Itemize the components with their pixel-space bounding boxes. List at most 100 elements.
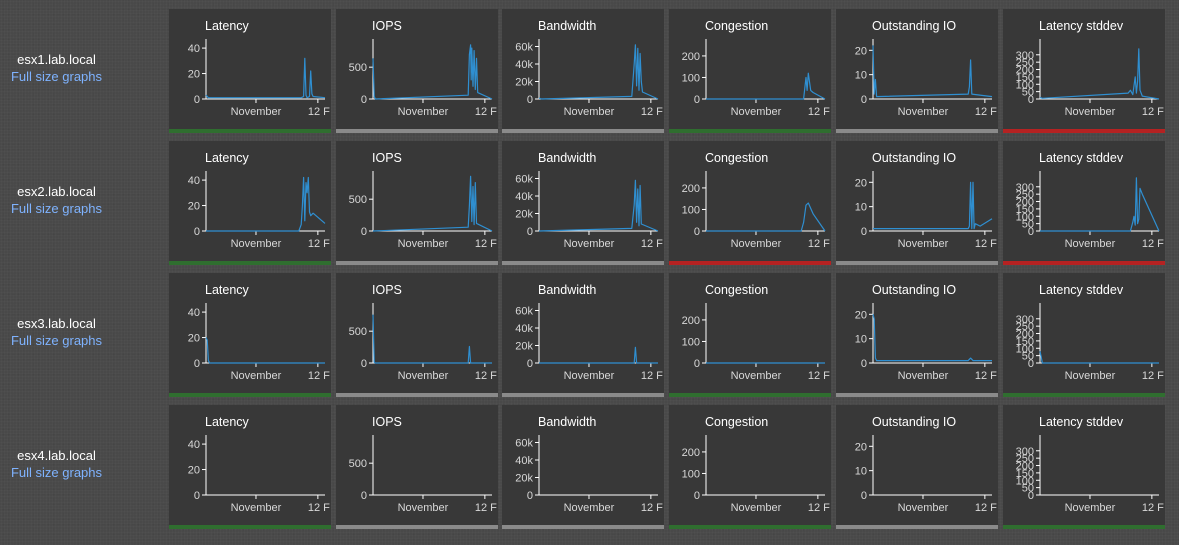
y-tick-label: 50 [1022, 87, 1034, 99]
graph-title: Bandwidth [538, 415, 597, 429]
graph-panel-iops[interactable]: IOPS 0 500 November 12 F [336, 9, 498, 133]
y-tick-label: 10 [855, 70, 867, 82]
graph-plot: 0 500 November 12 F [349, 39, 497, 118]
graph-plot: 0 10 20 November 12 F [855, 435, 997, 514]
x-tick-label: 12 F [1142, 238, 1164, 250]
x-tick-label: 12 F [308, 370, 330, 382]
graph-panel-congestion[interactable]: Congestion 0 100 200 November 12 F [669, 9, 831, 133]
y-tick-label: 40k [515, 59, 533, 71]
status-indicator-bar [502, 261, 664, 265]
graph-panel-bandwidth[interactable]: Bandwidth 0 20k 40k 60k November 12 F [502, 273, 664, 397]
y-tick-label: 0 [861, 226, 867, 238]
y-tick-label: 300 [1016, 314, 1034, 326]
x-tick-label: 12 F [475, 502, 497, 514]
status-indicator-bar [1003, 129, 1165, 133]
series-line [1039, 48, 1160, 100]
graph-panel-latency[interactable]: Latency 0 20 40 November 12 F [169, 9, 331, 133]
graph-plot: 0 20k 40k 60k November 12 F [515, 171, 663, 250]
graph-title: Outstanding IO [872, 151, 957, 165]
graph-title: Congestion [705, 19, 769, 33]
graph-plot: 0 20k 40k 60k November 12 F [515, 435, 663, 514]
series-line [372, 314, 492, 364]
x-tick-label: 12 F [308, 106, 330, 118]
full-size-graphs-link[interactable]: Full size graphs [10, 465, 103, 480]
status-indicator-bar [1003, 393, 1165, 397]
graph-panel-iops[interactable]: IOPS 0 500 November 12 F [336, 141, 498, 265]
graph-title: IOPS [372, 415, 402, 429]
series-line [538, 44, 659, 100]
graph-title: Congestion [705, 415, 769, 429]
y-tick-label: 0 [527, 94, 533, 106]
graph-panel-outstanding-io[interactable]: Outstanding IO 0 10 20 November 12 F [836, 273, 998, 397]
graph-panel-iops[interactable]: IOPS 0 500 November 12 F [336, 273, 498, 397]
status-indicator-bar [502, 393, 664, 397]
graph-panel-bandwidth[interactable]: Bandwidth 0 20k 40k 60k November 12 F [502, 405, 664, 529]
graph-plot: 0 10 20 November 12 F [855, 171, 997, 250]
y-tick-label: 250 [1016, 453, 1034, 465]
x-tick-label: 12 F [475, 370, 497, 382]
full-size-graphs-link[interactable]: Full size graphs [10, 201, 103, 216]
graph-panel-bandwidth[interactable]: Bandwidth 0 20k 40k 60k November 12 F [502, 9, 664, 133]
x-tick-label: 12 F [308, 502, 330, 514]
graph-panel-outstanding-io[interactable]: Outstanding IO 0 10 20 November 12 F [836, 9, 998, 133]
graph-panel-latency-stddev[interactable]: Latency stddev 0 50 100 150 200 250 300 November… [1003, 9, 1165, 133]
y-tick-label: 500 [349, 458, 367, 470]
status-indicator-bar [669, 261, 831, 265]
y-tick-label: 300 [1016, 182, 1034, 194]
y-tick-label: 0 [527, 490, 533, 502]
series-line [873, 181, 993, 230]
series-line [872, 314, 992, 362]
y-tick-label: 100 [1016, 475, 1034, 487]
y-tick-label: 0 [861, 490, 867, 502]
graph-panel-latency-stddev[interactable]: Latency stddev 0 50 100 150 200 250 300 November… [1003, 405, 1165, 529]
y-tick-label: 200 [682, 315, 700, 327]
x-tick-label: November [731, 106, 782, 118]
y-tick-label: 500 [349, 62, 367, 74]
y-tick-label: 150 [1016, 336, 1034, 348]
graph-panel-latency-stddev[interactable]: Latency stddev 0 50 100 150 200 250 300 November… [1003, 273, 1165, 397]
graph-panel-latency[interactable]: Latency 0 20 40 November 12 F [169, 141, 331, 265]
x-tick-label: November [898, 106, 949, 118]
y-tick-label: 500 [349, 326, 367, 338]
graph-panel-congestion[interactable]: Congestion 0 100 200 November 12 F [669, 141, 831, 265]
y-tick-label: 20k [515, 341, 533, 353]
y-tick-label: 20 [855, 441, 867, 453]
graph-panel-outstanding-io[interactable]: Outstanding IO 0 10 20 November 12 F [836, 405, 998, 529]
y-tick-label: 200 [682, 51, 700, 63]
y-tick-label: 60k [515, 306, 533, 318]
graph-panel-latency[interactable]: Latency 0 20 40 November 12 F [169, 273, 331, 397]
y-tick-label: 100 [1016, 343, 1034, 355]
series-line [706, 72, 826, 100]
graph-panel-congestion[interactable]: Congestion 0 100 200 November 12 F [669, 405, 831, 529]
series-line [372, 44, 493, 100]
y-tick-label: 100 [1016, 211, 1034, 223]
y-tick-label: 40k [515, 191, 533, 203]
graph-panel-iops[interactable]: IOPS 0 500 November 12 F [336, 405, 498, 529]
graph-plot: 0 20k 40k 60k November 12 F [515, 39, 663, 118]
y-tick-label: 10 [855, 466, 867, 478]
full-size-graphs-link[interactable]: Full size graphs [10, 69, 103, 84]
graph-panel-latency[interactable]: Latency 0 20 40 November 12 F [169, 405, 331, 529]
graph-plot: 0 500 November 12 F [349, 435, 497, 514]
graph-panel-outstanding-io[interactable]: Outstanding IO 0 10 20 November 12 F [836, 141, 998, 265]
x-tick-label: November [564, 370, 615, 382]
graph-title: Latency [205, 415, 249, 429]
graph-plot: 0 100 200 November 12 F [682, 303, 830, 382]
graph-plot: 0 100 200 November 12 F [682, 39, 830, 118]
y-tick-label: 100 [682, 72, 700, 84]
x-tick-label: 12 F [975, 370, 997, 382]
graph-title: Bandwidth [538, 283, 597, 297]
graph-panel-latency-stddev[interactable]: Latency stddev 0 50 100 150 200 250 300 November… [1003, 141, 1165, 265]
y-tick-label: 200 [1016, 65, 1034, 77]
graph-panel-congestion[interactable]: Congestion 0 100 200 November 12 F [669, 273, 831, 397]
graph-title: Outstanding IO [872, 19, 957, 33]
y-tick-label: 300 [1016, 50, 1034, 62]
graph-panel-bandwidth[interactable]: Bandwidth 0 20k 40k 60k November 12 F [502, 141, 664, 265]
x-tick-label: November [1065, 106, 1116, 118]
x-tick-label: 12 F [975, 502, 997, 514]
series-line [872, 45, 993, 98]
y-tick-label: 200 [1016, 197, 1034, 209]
full-size-graphs-link[interactable]: Full size graphs [10, 333, 103, 348]
x-tick-label: 12 F [1142, 370, 1164, 382]
